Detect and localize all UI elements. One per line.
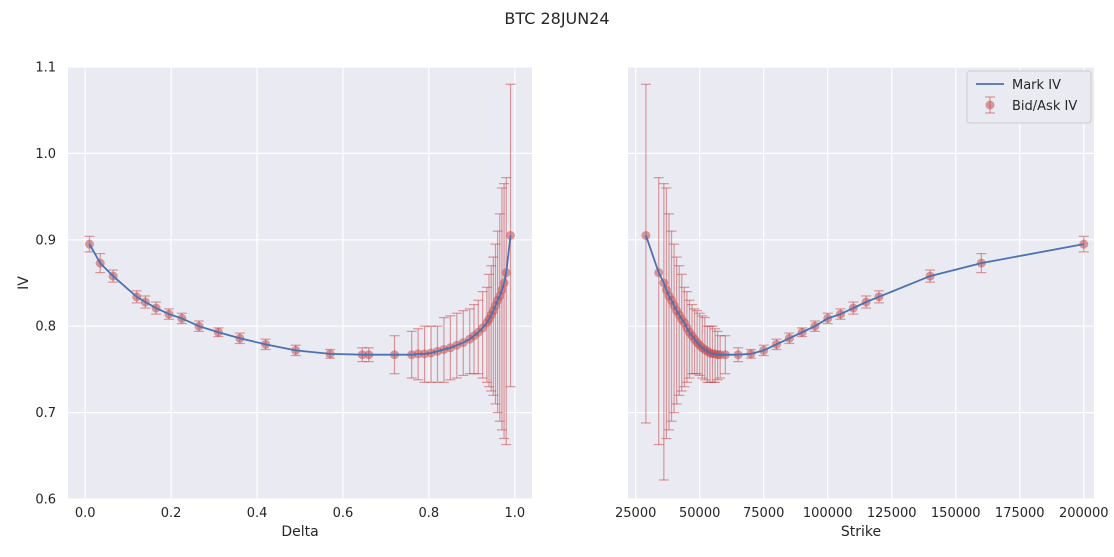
mark-iv-line: [645, 235, 1084, 356]
bid-ask-errorbars: [84, 83, 516, 446]
x-tick-label: 0.0: [75, 506, 96, 521]
x-tick-label: 200000: [1059, 506, 1109, 521]
x-tick-label: 0.8: [419, 506, 440, 521]
strike-plot: 25000 50000 75000 100000 125000 150000 175000 2…: [615, 66, 1109, 540]
x-tick-label: 1.0: [504, 506, 525, 521]
x-axis-label: Delta: [281, 524, 318, 540]
plot-area: [68, 67, 532, 499]
mark-iv-line: [88, 235, 512, 356]
x-tick-label: 0.2: [161, 506, 182, 521]
y-tick-label: 0.9: [35, 233, 56, 248]
x-tick-label: 100000: [803, 506, 853, 521]
x-tick-label: 75000: [743, 506, 784, 521]
y-tick-label: 0.6: [35, 493, 56, 508]
x-tick-label: 125000: [867, 506, 917, 521]
figure-title: BTC 28JUN24: [504, 9, 609, 28]
y-tick-label: 0.7: [35, 406, 56, 421]
plot-area: [628, 67, 1094, 499]
y-axis-label: IV: [16, 276, 32, 290]
legend: Mark IV Bid/Ask IV: [966, 70, 1092, 124]
x-tick-label: 150000: [931, 506, 981, 521]
y-tick-label: 0.8: [35, 320, 56, 335]
x-axis-label: Strike: [841, 524, 881, 540]
y-tick-label: 1.1: [35, 61, 56, 76]
x-tick-label: 0.4: [247, 506, 268, 521]
x-tick-label: 0.6: [333, 506, 354, 521]
x-tick-label: 175000: [995, 506, 1045, 521]
delta-plot: 0.0 0.2 0.4 0.6 0.8 1.0 0.6 0.7 0.8 0.9 1.0 1.1 Delt…: [16, 61, 532, 540]
legend-label-mark-iv: Mark IV: [1012, 78, 1061, 93]
y-tick-label: 1.0: [35, 147, 56, 162]
x-tick-label: 25000: [615, 506, 656, 521]
legend-point-swatch: [985, 100, 995, 110]
x-tick-label: 50000: [679, 506, 720, 521]
legend-label-bid-ask-iv: Bid/Ask IV: [1012, 99, 1077, 114]
